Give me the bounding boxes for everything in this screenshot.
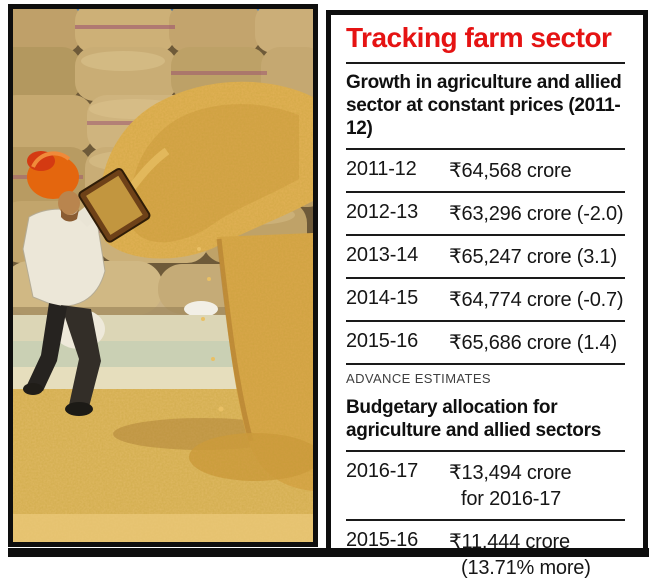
divider xyxy=(346,191,625,194)
panel-title: Tracking farm sector xyxy=(346,22,612,53)
row-year: 2011-12 xyxy=(346,158,417,181)
photo-grain-column xyxy=(189,233,313,491)
row-value-line1: ₹13,494 crore xyxy=(449,461,572,484)
budget-row: 2016-17 ₹13,494 crore for 2016-17 xyxy=(346,452,633,519)
farm-photo xyxy=(8,4,318,547)
row-value: ₹65,247 crore (3.1) xyxy=(449,246,617,269)
advance-estimates-note: ADVANCE ESTIMATES xyxy=(346,371,492,387)
row-value: ₹13,494 crore for 2016-17 xyxy=(449,460,633,512)
bottom-border-bar xyxy=(8,548,649,557)
row-value-line1: ₹11,444 crore xyxy=(449,530,570,553)
growth-heading-line1: Growth in agriculture and allied xyxy=(346,71,622,93)
divider xyxy=(346,234,625,237)
growth-row: 2014-15 ₹64,774 crore (-0.7) xyxy=(346,279,633,320)
growth-row: 2015-16 ₹65,686 crore (1.4) xyxy=(346,322,633,363)
stats-panel: Tracking farm sector Growth in agricultu… xyxy=(326,10,648,579)
growth-row: 2011-12 ₹64,568 crore xyxy=(346,150,633,191)
row-year: 2012-13 xyxy=(346,201,418,224)
divider xyxy=(346,449,625,452)
row-value: ₹65,686 crore (1.4) xyxy=(449,332,617,355)
row-year: 2015-16 xyxy=(346,330,418,353)
row-year: 2014-15 xyxy=(346,287,418,310)
divider xyxy=(346,148,625,151)
divider xyxy=(346,363,625,366)
divider xyxy=(346,518,625,521)
growth-row: 2012-13 ₹63,296 crore (-2.0) xyxy=(346,193,633,234)
photo-worker xyxy=(22,151,151,416)
row-value: ₹63,296 crore (-2.0) xyxy=(449,203,624,226)
row-year: 2015-16 xyxy=(346,528,418,551)
budget-heading: Budgetary allocation for agriculture and… xyxy=(346,396,633,442)
budget-heading-line1: Budgetary allocation for xyxy=(346,397,558,419)
divider xyxy=(346,277,625,280)
row-value-line2: for 2016-17 xyxy=(461,487,562,510)
growth-heading-line2: sector at constant prices (2011-12) xyxy=(346,94,621,140)
photo-grain-plume xyxy=(99,81,313,259)
row-year: 2016-17 xyxy=(346,459,418,482)
growth-row: 2013-14 ₹65,247 crore (3.1) xyxy=(346,236,633,277)
row-value: ₹64,774 crore (-0.7) xyxy=(449,289,624,312)
divider xyxy=(346,61,625,64)
divider xyxy=(346,320,625,323)
budget-heading-line2: agriculture and allied sectors xyxy=(346,420,601,442)
farm-photo-illustration xyxy=(13,9,313,542)
growth-heading: Growth in agriculture and allied sector … xyxy=(346,71,633,141)
photo-grain-tin xyxy=(78,167,151,243)
news-graphic: Tracking farm sector Growth in agricultu… xyxy=(8,4,649,579)
row-value: ₹64,568 crore xyxy=(449,160,572,183)
row-year: 2013-14 xyxy=(346,244,418,267)
